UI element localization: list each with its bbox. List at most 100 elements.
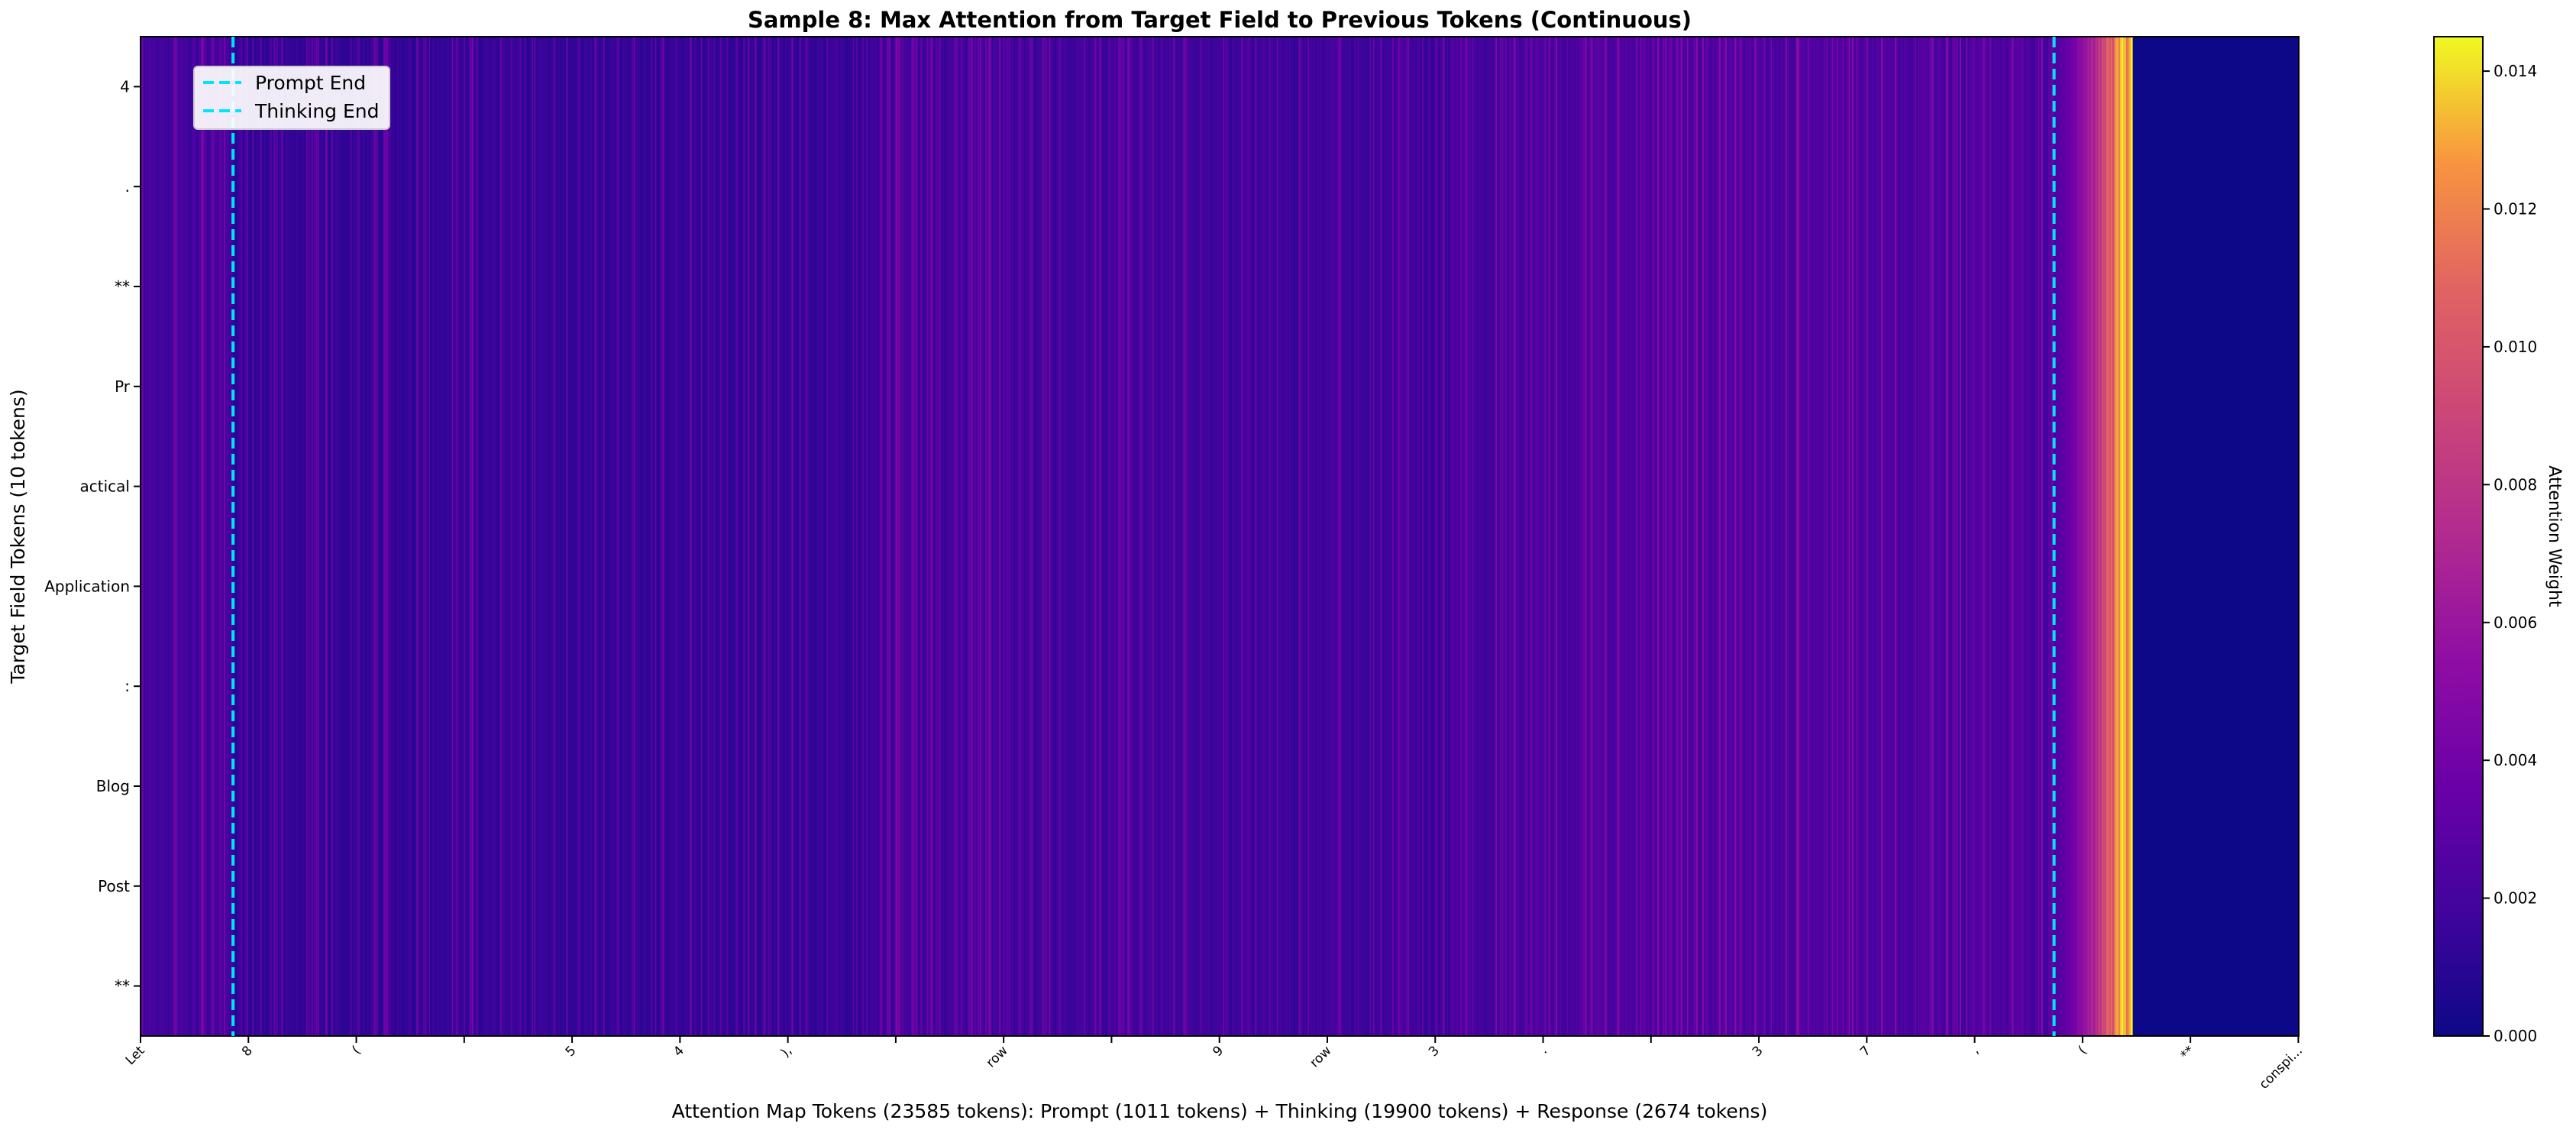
heatmap-spike-column xyxy=(384,37,386,1036)
heatmap-column xyxy=(1930,37,1933,1036)
heatmap-column xyxy=(806,37,809,1036)
heatmap-column xyxy=(567,37,570,1036)
heatmap-column xyxy=(1330,37,1333,1036)
heatmap-column xyxy=(1153,37,1155,1036)
heatmap-column xyxy=(1259,37,1262,1036)
heatmap-column xyxy=(1082,37,1084,1036)
heatmap-column xyxy=(271,37,274,1036)
heatmap-column xyxy=(1606,37,1609,1036)
heatmap-column xyxy=(480,37,482,1036)
heatmap-column xyxy=(1543,37,1546,1036)
heatmap-column xyxy=(1737,37,1740,1036)
heatmap-column-stripes xyxy=(141,37,2133,1036)
y-tick-label: ** xyxy=(115,277,130,296)
heatmap-column xyxy=(1802,37,1805,1036)
heatmap-column xyxy=(1515,37,1518,1036)
heatmap-column xyxy=(260,37,263,1036)
heatmap-column xyxy=(2022,37,2025,1036)
heatmap-column xyxy=(221,37,225,1036)
heatmap-column xyxy=(1924,37,1927,1036)
heatmap-column xyxy=(1546,37,1549,1036)
heatmap-spike-column xyxy=(1450,37,1453,1036)
heatmap-column xyxy=(569,37,571,1036)
heatmap-column xyxy=(257,37,260,1036)
heatmap-column xyxy=(1253,37,1256,1036)
heatmap-column xyxy=(1659,37,1661,1036)
heatmap-column xyxy=(1882,37,1885,1036)
heatmap-column xyxy=(757,37,760,1036)
heatmap-column xyxy=(858,37,861,1036)
heatmap-spike-column xyxy=(1826,37,1828,1036)
heatmap-column xyxy=(1615,37,1618,1036)
heatmap-column xyxy=(1312,37,1314,1036)
heatmap-spike-column xyxy=(2048,37,2050,1036)
heatmap-column xyxy=(680,37,683,1036)
heatmap-column xyxy=(2028,37,2031,1036)
heatmap-column xyxy=(1876,37,1879,1036)
heatmap-spike-column xyxy=(212,37,214,1036)
heatmap-column xyxy=(684,37,687,1036)
heatmap-column xyxy=(624,37,627,1036)
heatmap-column xyxy=(865,37,868,1036)
heatmap-column xyxy=(1880,37,1883,1036)
heatmap-spike-column xyxy=(493,37,494,1036)
heatmap-column xyxy=(1603,37,1606,1036)
heatmap-spike-column xyxy=(1245,37,1246,1036)
heatmap-column xyxy=(1785,37,1788,1036)
heatmap-column xyxy=(168,37,170,1036)
heatmap-column xyxy=(171,37,173,1036)
heatmap-column xyxy=(928,37,931,1036)
heatmap-column xyxy=(1440,37,1443,1036)
heatmap-spike-column xyxy=(1161,37,1162,1036)
heatmap-column xyxy=(2012,37,2015,1036)
heatmap-column xyxy=(1847,37,1850,1036)
heatmap-column xyxy=(157,37,160,1036)
heatmap-column xyxy=(1250,37,1252,1036)
heatmap-column xyxy=(1175,37,1178,1036)
heatmap-column xyxy=(1747,37,1749,1036)
heatmap-column xyxy=(810,37,812,1036)
heatmap-column xyxy=(592,37,595,1036)
heatmap-column xyxy=(1293,37,1296,1036)
heatmap-spike-column xyxy=(1669,37,1673,1036)
heatmap-column xyxy=(1797,37,1800,1036)
colorbar-tick-label: 0.010 xyxy=(2494,338,2537,356)
heatmap-column xyxy=(282,37,285,1036)
heatmap-column xyxy=(596,37,600,1036)
heatmap-column xyxy=(925,37,928,1036)
colorbar-label: Attention Weight xyxy=(2545,465,2564,607)
heatmap-column xyxy=(156,37,158,1036)
heatmap-column xyxy=(538,37,541,1036)
heatmap-column xyxy=(874,37,877,1036)
heatmap-column xyxy=(160,37,163,1036)
heatmap-column xyxy=(1449,37,1452,1036)
heatmap-spike-column xyxy=(306,37,308,1036)
heatmap-spike-column xyxy=(900,37,903,1036)
heatmap-column xyxy=(984,37,986,1036)
heatmap-column xyxy=(475,37,477,1036)
heatmap-column xyxy=(775,37,778,1036)
heatmap-column xyxy=(1904,37,1906,1036)
heatmap-column xyxy=(2041,37,2044,1036)
heatmap-column xyxy=(453,37,456,1036)
heatmap-column xyxy=(1877,37,1880,1036)
heatmap-column xyxy=(1860,37,1863,1036)
heatmap-column xyxy=(1306,37,1308,1036)
heatmap-column xyxy=(503,37,505,1036)
heatmap-column xyxy=(1025,37,1028,1036)
heatmap-column xyxy=(339,37,342,1036)
heatmap-column xyxy=(1191,37,1194,1036)
heatmap-column xyxy=(1554,37,1556,1036)
heatmap-column xyxy=(1765,37,1768,1036)
heatmap-column xyxy=(1488,37,1490,1036)
heatmap-column xyxy=(1766,37,1770,1036)
heatmap-column xyxy=(1467,37,1470,1036)
heatmap-spike-column xyxy=(898,37,901,1036)
heatmap-column xyxy=(766,37,769,1036)
heatmap-column xyxy=(854,37,857,1036)
heatmap-spike-column xyxy=(566,37,568,1036)
heatmap-column xyxy=(997,37,1000,1036)
heatmap-column xyxy=(703,37,706,1036)
heatmap-column xyxy=(893,37,895,1036)
heatmap-column xyxy=(2044,37,2047,1036)
